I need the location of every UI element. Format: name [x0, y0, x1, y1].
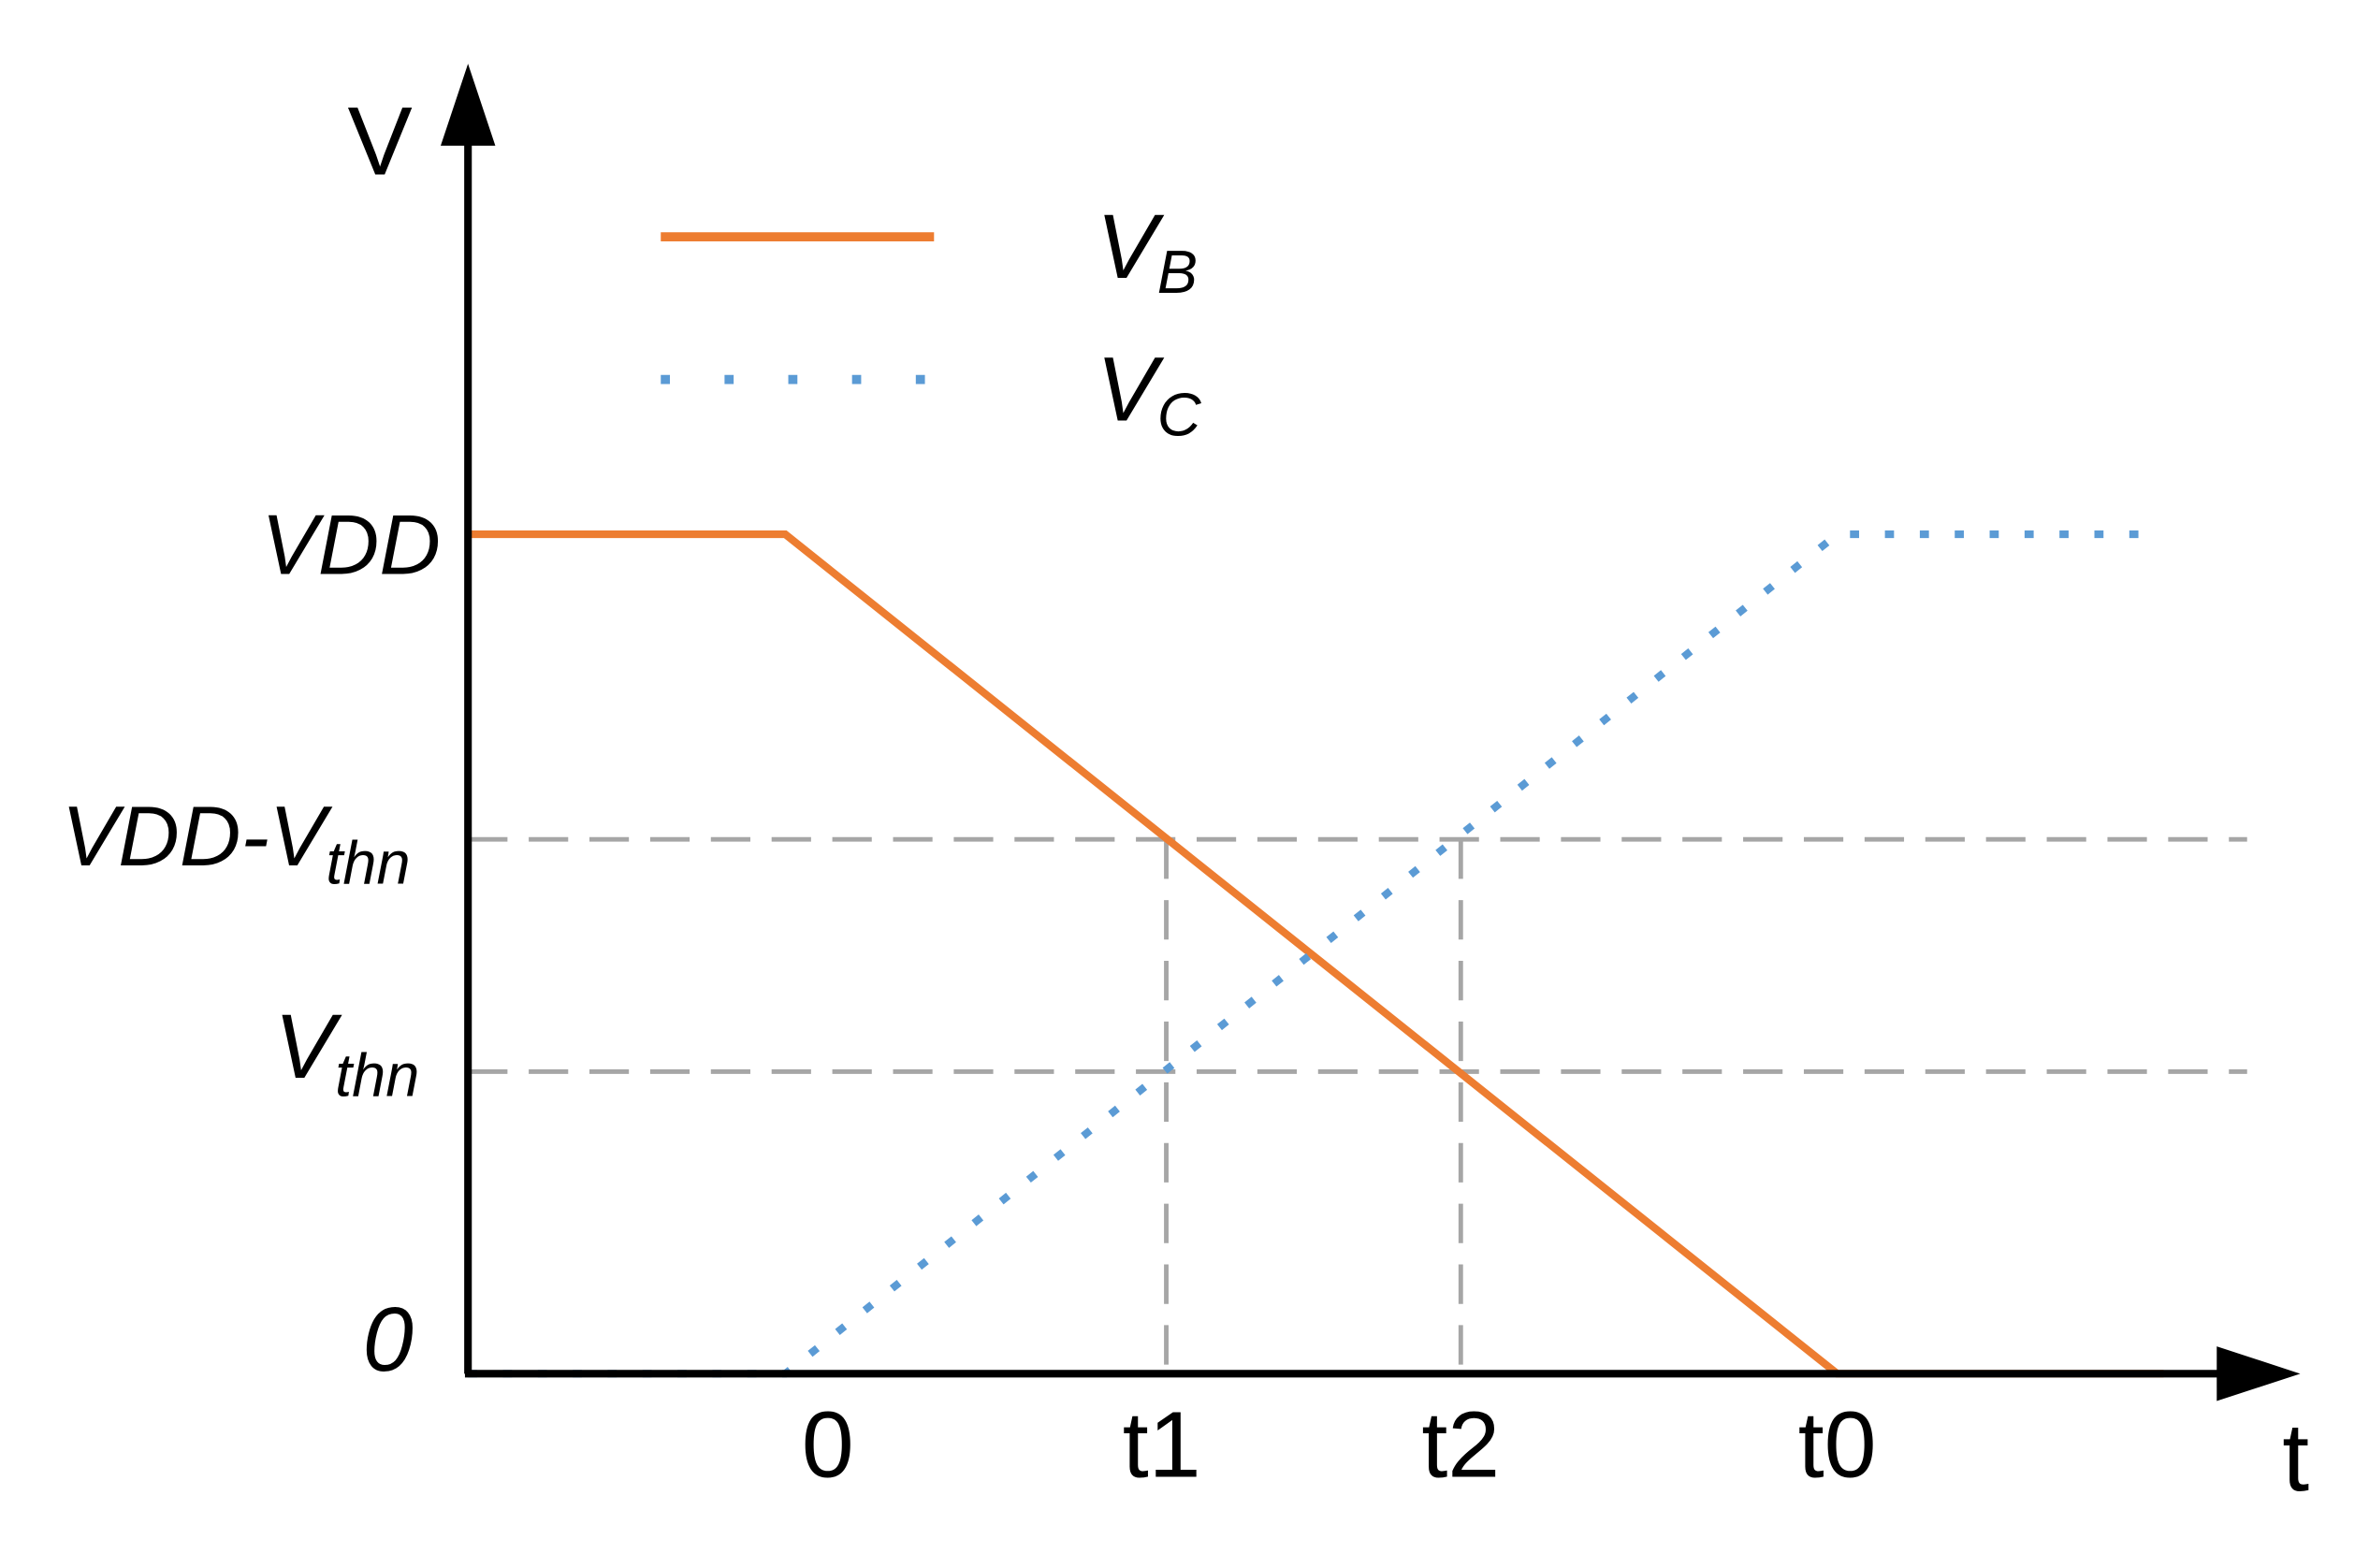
x-label: 0: [802, 1393, 854, 1498]
y-axis-arrow: [440, 64, 496, 146]
y-label: Vthn: [274, 995, 419, 1109]
x-label: t0: [1798, 1393, 1877, 1498]
y-label-main: VDD: [261, 498, 441, 592]
y-label-sub: thn: [335, 1040, 419, 1109]
x-axis-label: t: [2282, 1403, 2309, 1512]
x-label: t2: [1421, 1393, 1500, 1498]
y-label: VDD-Vthn: [62, 790, 411, 896]
legend-label: VC: [1097, 338, 1202, 448]
y-label-main: 0: [363, 1288, 414, 1390]
y-label: VDD: [261, 498, 441, 592]
x-axis-arrow: [2216, 1346, 2301, 1401]
legend-sub: C: [1157, 381, 1202, 449]
legend-main: V: [1097, 338, 1165, 440]
y-axis-label: V: [347, 88, 412, 196]
vb-curve: [468, 530, 2164, 1378]
legend-main: V: [1097, 196, 1165, 298]
y-label-main: V: [274, 995, 342, 1097]
x-label: t1: [1123, 1393, 1201, 1498]
legend-label: VB: [1097, 196, 1198, 306]
y-label: 0: [363, 1288, 414, 1390]
y-label-sub: thn: [326, 828, 410, 896]
legend-sub: B: [1157, 238, 1198, 306]
guide-lines: [468, 836, 2247, 1374]
y-label-main: VDD-V: [62, 790, 333, 884]
